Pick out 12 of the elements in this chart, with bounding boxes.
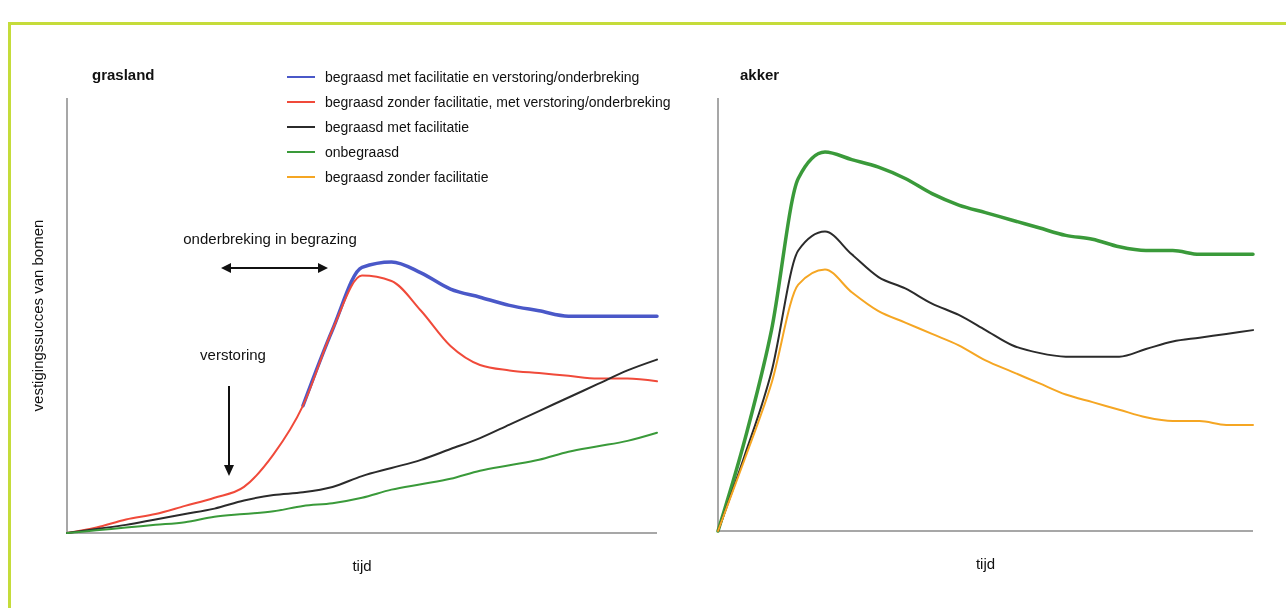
chart-title: grasland — [92, 66, 155, 83]
text: begraasd zonder facilitatie — [325, 169, 489, 185]
legend-label: begraasd zonder facilitatie, met verstoring/onderbreking — [325, 94, 671, 110]
legend-label: begraasd met facilitatie — [325, 119, 470, 135]
chart-title: akker — [740, 66, 780, 83]
annotation: verstoring — [200, 346, 266, 363]
x-axis-title: tijd — [352, 557, 372, 574]
legend-label: begraasd met facilitatie en verstoring/onderbreking — [325, 69, 640, 85]
y-axis-title: vestigingssucces van bomen — [29, 219, 46, 412]
text: onderbreking in begrazing — [183, 230, 357, 247]
x-axis-title: tijd — [975, 555, 996, 572]
legend-label: onbegraasd — [325, 144, 399, 160]
